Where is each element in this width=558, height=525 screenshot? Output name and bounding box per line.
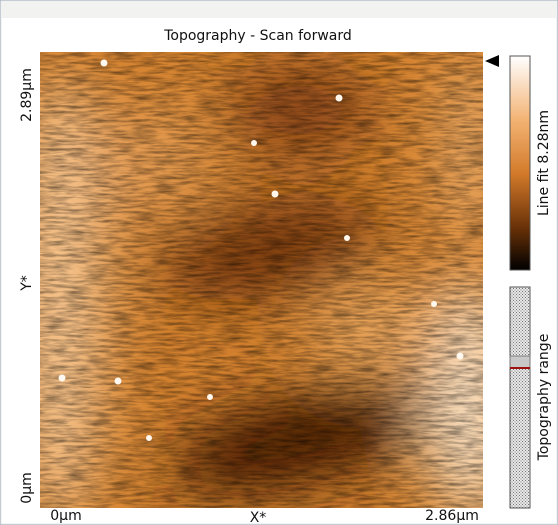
colorbar bbox=[509, 55, 531, 271]
y-axis-bottom-label: 0μm bbox=[19, 472, 35, 503]
title: Topography - Scan forward bbox=[163, 28, 352, 44]
colorbar-label: Line fit 8.28nm bbox=[536, 110, 552, 216]
scan-marker bbox=[485, 55, 499, 67]
y-axis-title: Y* bbox=[19, 275, 35, 292]
x-axis-right-label: 2.86μm bbox=[425, 508, 479, 524]
range-bar bbox=[509, 286, 531, 509]
x-axis-left-label: 0μm bbox=[50, 508, 81, 524]
y-axis-top-label: 2.89μm bbox=[19, 68, 35, 122]
x-axis-title: X* bbox=[250, 510, 267, 525]
range-indicator bbox=[509, 355, 531, 369]
range-bar-label: Topography range bbox=[536, 334, 552, 462]
topography-image bbox=[40, 52, 483, 508]
